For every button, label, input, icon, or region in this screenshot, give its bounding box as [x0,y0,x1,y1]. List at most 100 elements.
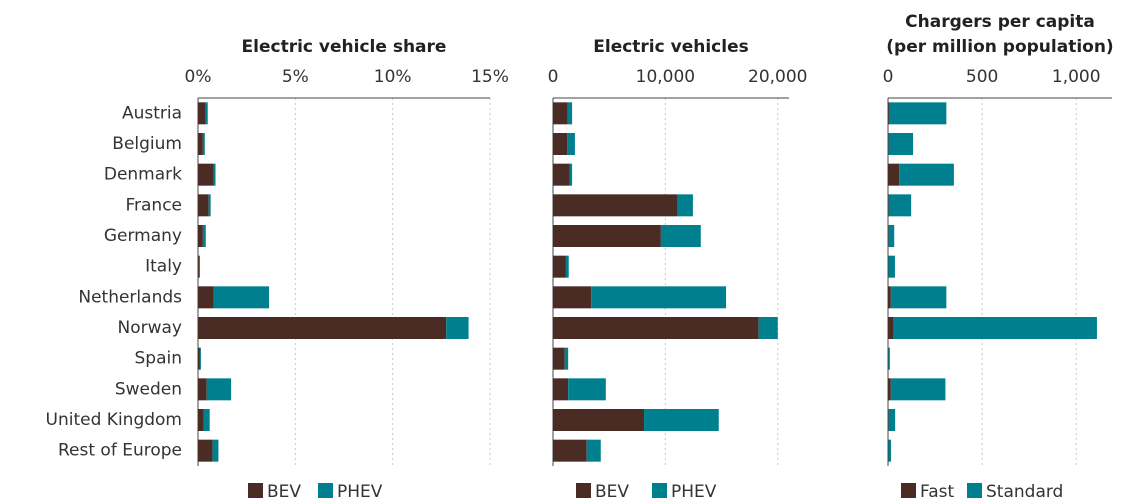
legend-swatch [248,483,263,498]
bar-segment [888,163,900,186]
bar-segment [899,163,954,186]
bar-segment [198,163,214,186]
chart-subtitle: (per million population) [886,37,1113,57]
category-label: Spain [135,349,183,369]
bar-segment [213,286,270,309]
bar-segment [888,439,892,462]
bar-segment [213,163,216,186]
x-tick-label: 10,000 [636,67,695,87]
legend-swatch [576,483,591,498]
category-label: Germany [104,226,182,246]
bar-segment [569,163,573,186]
bar-segment [888,194,889,217]
legend-label: PHEV [337,482,383,502]
bar-segment [888,133,889,155]
bar-segment [553,286,592,309]
category-label: Netherlands [78,287,182,307]
bar-segment [660,225,701,247]
bar-segment [565,255,569,278]
bar-segment [553,225,661,247]
bar-segment [202,133,205,155]
legend-swatch [967,483,982,498]
bar-segment [198,347,200,370]
bar-segment [199,347,201,370]
bar-segment [888,102,889,125]
bar-segment [198,378,207,401]
bar-segment [553,102,568,125]
bar-segment [888,133,914,155]
bar-segment [564,347,569,370]
bar-segment [888,225,895,247]
bar-segment [446,317,469,339]
bar-segment [888,102,947,125]
bar-segment [198,286,214,309]
bar-segment [208,194,211,217]
bar-segment [553,133,568,155]
bar-segment [890,286,947,309]
legend-label: BEV [267,482,301,502]
bar-segment [198,317,447,339]
bar-segment [553,439,587,462]
legend-label: Standard [986,482,1063,502]
bar-segment [567,133,575,155]
bar-segment [888,409,896,431]
chart-title: Electric vehicle share [242,37,447,57]
bar-segment [198,409,204,431]
x-tick-label: 0% [185,67,212,87]
bar-segment [893,317,1097,339]
category-label: Belgium [112,134,182,154]
bar-segment [888,378,891,401]
bar-segment [198,194,209,217]
x-tick-label: 1,000 [1052,67,1101,87]
bar-segment [553,317,759,339]
bar-segment [586,439,601,462]
legend-swatch [652,483,667,498]
bar-segment [888,194,912,217]
legend-swatch [901,483,916,498]
legend-label: BEV [595,482,629,502]
x-tick-label: 500 [966,67,998,87]
bar-segment [591,286,727,309]
category-label: Denmark [104,165,182,185]
category-label: Austria [122,103,182,123]
bar-segment [644,409,719,431]
category-label: Norway [118,318,183,338]
bar-segment [890,378,946,401]
bar-segment [888,255,895,278]
bar-segment [567,102,573,125]
x-tick-label: 0 [548,67,559,87]
x-tick-label: 5% [282,67,309,87]
bar-segment [553,163,570,186]
bar-segment [198,255,199,278]
bar-segment [198,225,203,247]
bar-segment [888,409,889,431]
bar-segment [205,102,208,125]
bar-segment [203,409,210,431]
bar-segment [758,317,778,339]
bar-segment [888,317,894,339]
bar-segment [888,225,889,247]
chart-title: Electric vehicles [593,37,748,57]
bar-segment [553,347,565,370]
legend-label: PHEV [671,482,717,502]
bar-segment [198,255,200,278]
bar-segment [202,225,206,247]
category-label: France [125,195,182,215]
bar-segment [198,439,213,462]
x-tick-label: 10% [374,67,412,87]
bar-segment [198,133,203,155]
legend-label: Fast [920,482,954,502]
category-label: United Kingdom [46,410,182,430]
x-tick-label: 0 [883,67,894,87]
bar-segment [553,378,569,401]
category-label: Italy [145,257,182,277]
chart-title: Chargers per capita [905,12,1095,32]
bar-segment [553,194,678,217]
bar-segment [212,439,219,462]
bar-segment [888,347,890,370]
bar-segment [888,286,891,309]
bar-segment [677,194,693,217]
bar-segment [206,378,232,401]
